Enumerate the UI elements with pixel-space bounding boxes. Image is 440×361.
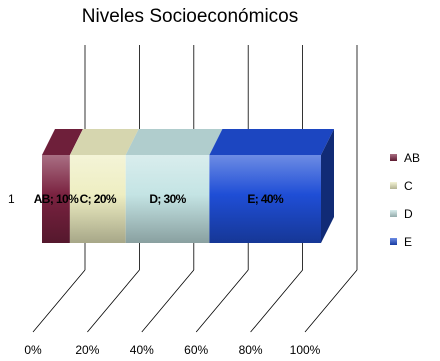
floor-gridline — [141, 269, 195, 333]
x-tick-label: 20% — [75, 343, 99, 357]
legend-swatch-e — [390, 238, 397, 245]
floor-gridline — [250, 269, 303, 333]
legend-label-ab: AB — [404, 151, 420, 165]
bar-segment-d — [125, 155, 210, 243]
legend-swatch-d — [390, 210, 397, 217]
bar-top-d — [125, 129, 223, 155]
x-tick-label: 40% — [130, 343, 154, 357]
legend-swatch-c — [390, 182, 397, 189]
data-label-c: C; 20% — [80, 192, 117, 206]
legend-label-e: E — [404, 235, 412, 249]
legend-swatch-ab — [390, 154, 397, 161]
floor-gridline — [32, 269, 86, 333]
bar-side — [321, 129, 334, 243]
data-label-d: D; 30% — [149, 192, 186, 206]
data-label-ab: AB; 10% — [34, 192, 79, 206]
floor-gridline — [304, 269, 358, 333]
bar-top-e — [209, 129, 334, 155]
bar-segment-e — [209, 155, 321, 243]
x-tick-label: 80% — [239, 343, 263, 357]
floor-gridline — [87, 269, 140, 333]
x-tick-label: 100% — [290, 343, 321, 357]
bar-segment-c — [69, 155, 126, 243]
legend-label-d: D — [404, 207, 413, 221]
x-tick-label: 0% — [24, 343, 42, 357]
data-label-e: E; 40% — [247, 192, 284, 206]
bar-segment-ab — [42, 155, 70, 243]
y-category-label: 1 — [8, 192, 15, 206]
x-tick-label: 60% — [184, 343, 208, 357]
bar-top-c — [69, 129, 139, 155]
floor-gridline — [195, 269, 249, 333]
chart-title: Niveles Socioeconómicos — [81, 6, 299, 27]
bar-top-ab — [42, 129, 83, 155]
legend-label-c: C — [404, 179, 413, 193]
